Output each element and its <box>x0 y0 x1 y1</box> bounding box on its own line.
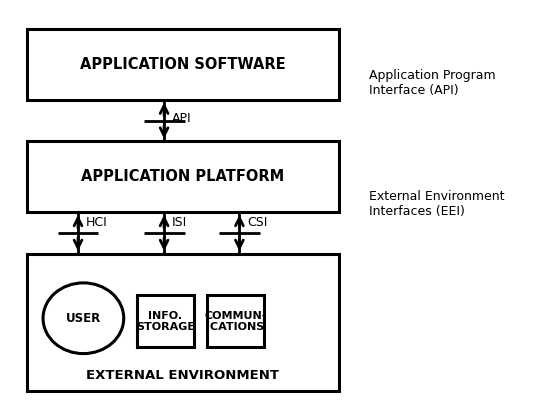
Text: USER: USER <box>66 312 101 325</box>
Text: API: API <box>172 112 192 125</box>
Bar <box>27 29 339 100</box>
Text: HCI: HCI <box>86 216 108 229</box>
Bar <box>27 254 339 391</box>
Bar <box>27 141 339 212</box>
Text: External Environment
Interfaces (EEI): External Environment Interfaces (EEI) <box>369 190 504 218</box>
Text: EXTERNAL ENVIRONMENT: EXTERNAL ENVIRONMENT <box>87 369 279 382</box>
Text: Application Program
Interface (API): Application Program Interface (API) <box>369 69 495 97</box>
Bar <box>137 295 194 347</box>
Text: INFO.
STORAGE: INFO. STORAGE <box>136 311 195 332</box>
Ellipse shape <box>43 283 124 354</box>
Bar <box>207 295 264 347</box>
Text: ISI: ISI <box>172 216 187 229</box>
Text: APPLICATION SOFTWARE: APPLICATION SOFTWARE <box>80 57 286 72</box>
Text: CSI: CSI <box>247 216 268 229</box>
Text: COMMUN-
ICATIONS: COMMUN- ICATIONS <box>204 311 266 332</box>
Text: APPLICATION PLATFORM: APPLICATION PLATFORM <box>81 169 285 184</box>
